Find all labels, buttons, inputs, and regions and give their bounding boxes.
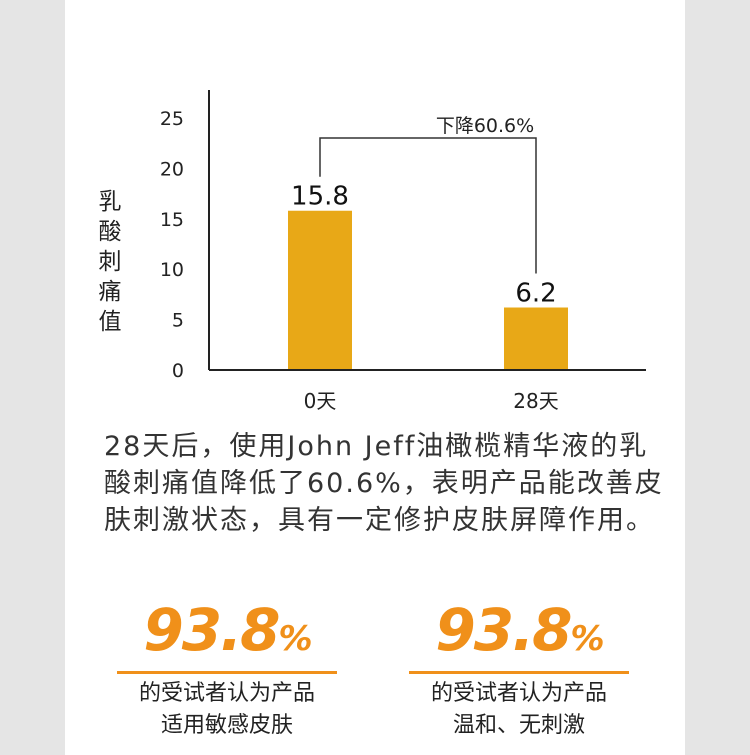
- stat-percentage: 93.8%: [409, 600, 629, 669]
- description-text: 28天后，使用John Jeff油橄榄精华液的乳酸刺痛值降低了60.6%，表明产…: [104, 431, 664, 536]
- stat-percentage: 93.8%: [117, 600, 337, 669]
- stat-underline: [409, 671, 629, 674]
- y-axis-label-char: 痛: [98, 279, 122, 305]
- y-tick-label: 25: [160, 108, 184, 130]
- y-axis-label-char: 酸: [98, 219, 122, 245]
- x-tick-label: 0天: [304, 389, 337, 413]
- stat-card-sensitive: 93.8% 的受试者认为产品 适用敏感皮肤: [117, 600, 337, 742]
- y-tick-label: 5: [172, 310, 184, 332]
- stat-caption-line1: 的受试者认为产品: [430, 681, 607, 706]
- x-axis-ticks: 0天 28天: [304, 389, 559, 413]
- bars: 15.8 6.2: [288, 182, 568, 370]
- content-panel: [65, 0, 685, 755]
- y-tick-label: 15: [160, 209, 184, 231]
- annotation-label: 下降60.6%: [436, 115, 534, 137]
- y-axis-label-char: 刺: [98, 249, 122, 275]
- y-axis-label-char: 值: [98, 309, 122, 335]
- y-axis-label-char: 乳: [98, 189, 122, 215]
- data-label: 6.2: [515, 279, 556, 309]
- stat-caption-line1: 的受试者认为产品: [138, 681, 315, 706]
- stat-unit: %: [278, 619, 313, 659]
- stat-unit: %: [570, 619, 605, 659]
- x-tick-label: 28天: [513, 389, 558, 413]
- stat-card-mild: 93.8% 的受试者认为产品 温和、无刺激: [409, 600, 629, 742]
- stat-caption-line2: 温和、无刺激: [452, 713, 585, 738]
- y-axis-label: 乳酸刺痛值: [96, 187, 124, 337]
- bar: [288, 210, 352, 370]
- y-axis-ticks: 0 5 10 15 20 25: [160, 108, 184, 382]
- y-tick-label: 20: [160, 158, 184, 180]
- y-tick-label: 0: [172, 360, 184, 382]
- stat-value: 93.8: [143, 596, 280, 664]
- bar: [504, 307, 568, 370]
- stat-value: 93.8: [435, 596, 572, 664]
- stat-underline: [117, 671, 337, 674]
- data-label: 15.8: [291, 182, 349, 212]
- annotation-bracket: [319, 137, 537, 274]
- bar-chart: 0 5 10 15 20 25 15.8 6.2 0天 28天 下降60.6%: [160, 90, 646, 413]
- y-tick-label: 10: [160, 259, 184, 281]
- stat-caption-line2: 适用敏感皮肤: [160, 713, 293, 738]
